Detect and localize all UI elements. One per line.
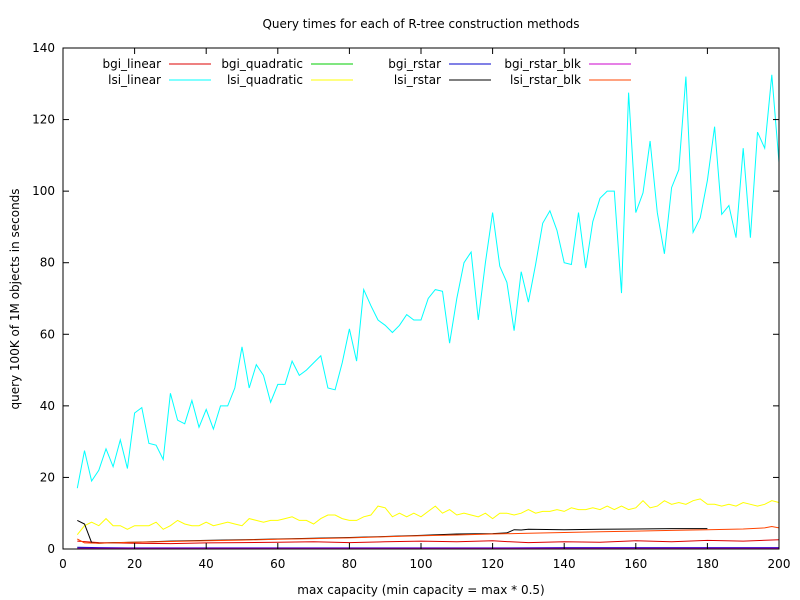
y-tick-label: 120 (32, 113, 55, 127)
x-tick-label: 120 (481, 557, 504, 571)
y-tick-label: 80 (40, 256, 55, 270)
legend-label-lsi-quadratic: lsi_quadratic (227, 73, 303, 87)
y-tick-label: 100 (32, 184, 55, 198)
x-tick-label: 200 (768, 557, 791, 571)
x-tick-label: 0 (59, 557, 67, 571)
series-line-bgi-linear (77, 539, 780, 545)
y-tick-label: 0 (47, 542, 55, 556)
series-line-lsi-quadratic (76, 498, 780, 536)
x-tick-label: 140 (553, 557, 576, 571)
y-tick-label: 60 (40, 327, 55, 341)
x-axis-label: max capacity (min capacity = max * 0.5) (297, 583, 544, 597)
y-axis-label: query 100K of 1M objects in seconds (8, 188, 22, 409)
legend-label-lsi-linear: lsi_linear (108, 73, 161, 87)
series-layer (76, 74, 780, 549)
legend-label-lsi-rstar: lsi_rstar (394, 73, 441, 87)
y-tick-label: 40 (40, 399, 55, 413)
legend-label-bgi-rstar: bgi_rstar (388, 57, 441, 71)
x-tick-label: 20 (127, 557, 142, 571)
legend-label-lsi-rstar-blk: lsi_rstar_blk (510, 73, 581, 87)
series-line-lsi-linear (76, 74, 780, 489)
legend-label-bgi-rstar-blk: bgi_rstar_blk (504, 57, 581, 71)
y-tick-label: 140 (32, 41, 55, 55)
legend: bgi_linear bgi_quadratic bgi_rstar bgi_rsta… (102, 57, 631, 87)
legend-label-bgi-linear: bgi_linear (102, 57, 161, 71)
x-tick-label: 80 (342, 557, 357, 571)
plot-frame (62, 47, 780, 550)
legend-label-bgi-quadratic: bgi_quadratic (221, 57, 303, 71)
y-tick-label: 20 (40, 470, 55, 484)
x-tick-label: 160 (624, 557, 647, 571)
x-tick-label: 40 (199, 557, 214, 571)
x-tick-label: 100 (410, 557, 433, 571)
x-tick-label: 60 (270, 557, 285, 571)
chart-title: Query times for each of R-tree construct… (262, 17, 579, 31)
x-tick-label: 180 (696, 557, 719, 571)
series-line-lsi-rstar-blk (77, 525, 780, 544)
axis-ticks: 0 20 40 60 80 100 120 140 160 180 200 0 20 40 60 80 100 1… (32, 41, 790, 571)
